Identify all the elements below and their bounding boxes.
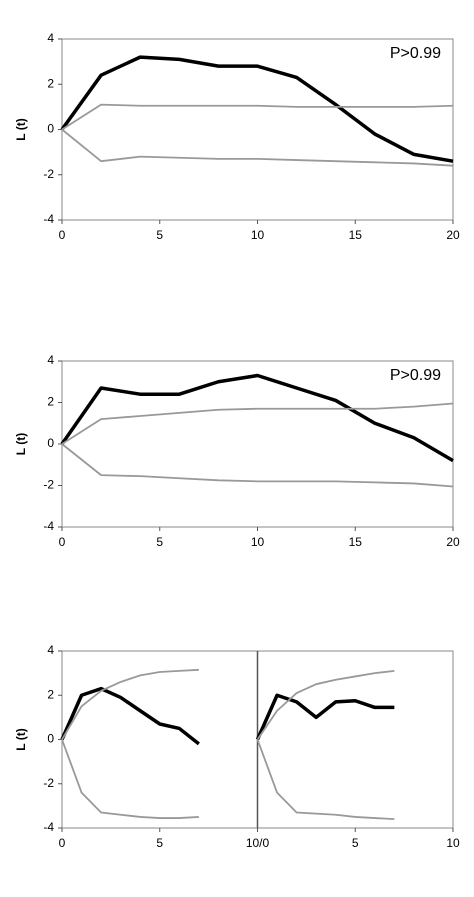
x-tick-label: 5: [156, 836, 163, 850]
series-line: [256, 670, 395, 741]
y-tick-label: -4: [43, 519, 54, 533]
series-line: [61, 103, 454, 131]
y-tick-label: 4: [47, 31, 54, 45]
y-tick-label: 2: [47, 76, 54, 90]
y-tick-label: -2: [43, 478, 54, 492]
x-tick-label: 5: [156, 535, 163, 549]
y-tick-label: 4: [47, 643, 54, 657]
y-tick-label: -2: [43, 776, 54, 790]
x-tick-label: 5: [156, 228, 163, 242]
y-axis-label: L (t): [14, 118, 28, 140]
x-tick-label: 0: [59, 535, 66, 549]
series-line: [61, 402, 454, 445]
y-axis-label: L (t): [14, 433, 28, 455]
annotation: P>0.99: [390, 45, 441, 62]
series-line: [60, 55, 454, 163]
y-tick-label: -2: [43, 167, 54, 181]
series-line: [60, 373, 454, 463]
x-tick-label: 15: [349, 228, 363, 242]
y-tick-label: -4: [43, 212, 54, 226]
x-tick-label: 10: [251, 228, 265, 242]
plot-frame: [61, 360, 454, 528]
x-tick-label: 0: [59, 836, 66, 850]
x-tick-label: 0: [59, 228, 66, 242]
x-tick-label: 5: [352, 836, 359, 850]
y-tick-label: 0: [47, 732, 54, 746]
y-tick-label: 2: [47, 687, 54, 701]
series-line: [256, 739, 395, 821]
series-line: [61, 128, 454, 167]
y-axis-label: L (t): [14, 728, 28, 750]
y-tick-label: 0: [47, 122, 54, 136]
annotation: P>0.99: [390, 367, 441, 384]
series-line: [60, 686, 200, 746]
y-tick-label: -4: [43, 820, 54, 834]
x-tick-label: 20: [446, 535, 460, 549]
series-line: [255, 693, 395, 741]
series-line: [61, 443, 454, 488]
series-line: [61, 739, 199, 819]
x-tick-label: 15: [349, 535, 363, 549]
y-tick-label: 2: [47, 395, 54, 409]
series-line: [61, 668, 199, 740]
y-tick-label: 4: [47, 353, 54, 367]
x-tick-label: 10/0: [246, 836, 270, 850]
x-tick-label: 10: [251, 535, 265, 549]
y-tick-label: 0: [47, 436, 54, 450]
x-tick-label: 20: [446, 228, 460, 242]
x-tick-label: 10: [446, 836, 460, 850]
